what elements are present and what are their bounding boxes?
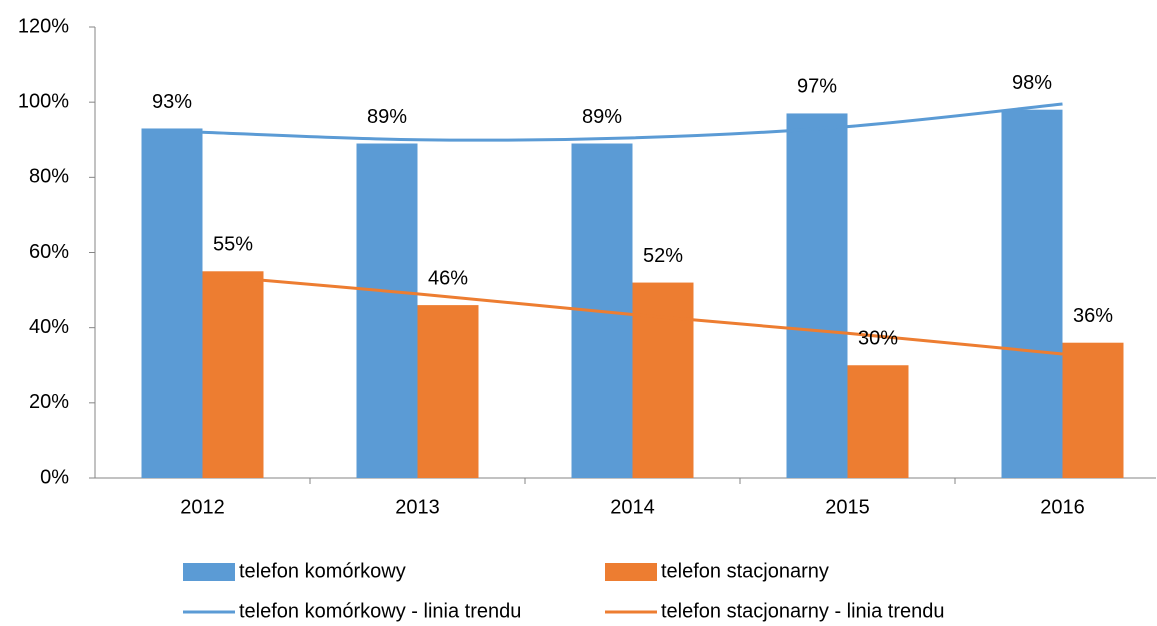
y-tick-label: 20%: [29, 391, 69, 413]
x-tick-label: 2014: [610, 496, 655, 518]
x-tick-label: 2015: [825, 496, 870, 518]
x-tick-label: 2012: [180, 496, 225, 518]
bar: [1062, 342, 1124, 478]
trend-line: [202, 102, 1063, 142]
data-label: 46%: [428, 267, 468, 289]
data-label: 93%: [152, 91, 192, 113]
bar: [786, 113, 848, 479]
x-tick-label: 2016: [1040, 496, 1085, 518]
legend-label: telefon komórkowy - linia trendu: [239, 600, 521, 622]
trend-line: [202, 273, 1063, 356]
legend-swatch: [183, 563, 235, 581]
y-tick-label: 120%: [18, 15, 69, 37]
legend-label: telefon stacjonarny: [661, 560, 829, 582]
legend-label: telefon stacjonarny - linia trendu: [661, 600, 945, 622]
data-label: 89%: [582, 106, 622, 128]
data-label: 36%: [1073, 305, 1113, 327]
bar: [1001, 109, 1063, 478]
y-tick-label: 40%: [29, 316, 69, 338]
bar: [141, 128, 203, 478]
y-tick-label: 60%: [29, 241, 69, 263]
bar: [417, 305, 479, 478]
y-tick-label: 0%: [40, 466, 69, 488]
data-label: 30%: [858, 328, 898, 350]
bar: [202, 271, 264, 478]
data-label: 89%: [367, 106, 407, 128]
data-label: 98%: [1012, 72, 1052, 94]
bar: [847, 365, 909, 478]
y-tick-label: 80%: [29, 166, 69, 188]
legend-label: telefon komórkowy: [239, 560, 406, 582]
data-label: 52%: [643, 245, 683, 267]
y-tick-label: 100%: [18, 90, 69, 112]
bar: [356, 143, 418, 478]
data-label: 97%: [797, 76, 837, 98]
bar: [632, 282, 694, 478]
x-tick-label: 2013: [395, 496, 440, 518]
data-label: 55%: [213, 234, 253, 256]
legend-swatch: [605, 563, 657, 581]
